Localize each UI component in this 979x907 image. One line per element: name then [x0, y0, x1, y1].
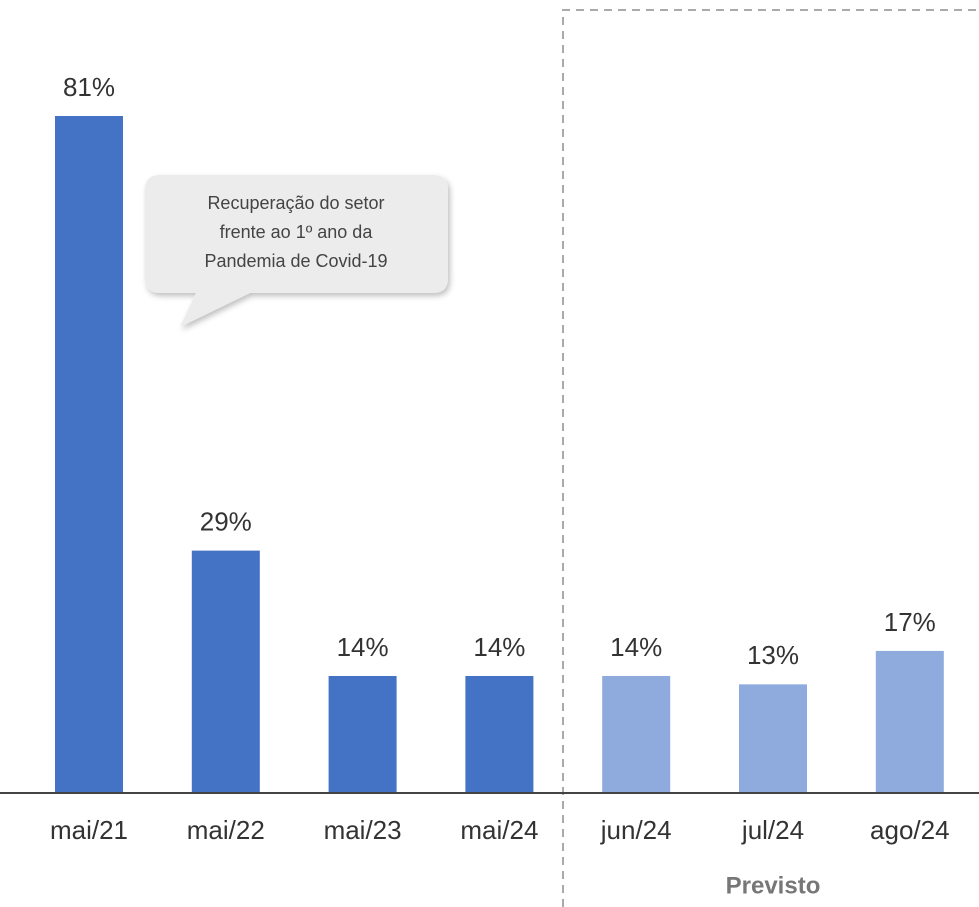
value-label: 14%	[610, 632, 662, 662]
bar	[191, 550, 260, 793]
value-label: 17%	[884, 607, 936, 637]
bar	[602, 675, 671, 793]
annotation: frente ao 1º ano da	[220, 222, 374, 242]
value-label: 14%	[473, 632, 525, 662]
x-tick-label: ago/24	[870, 815, 950, 845]
x-tick-label: jul/24	[741, 815, 804, 845]
x-tick-label: mai/22	[187, 815, 265, 845]
x-tick-label: mai/24	[460, 815, 538, 845]
x-tick-label: mai/21	[50, 815, 128, 845]
section-label: Previsto	[726, 872, 821, 899]
bar	[55, 116, 123, 793]
x-tick-label: mai/23	[324, 815, 402, 845]
value-label: 14%	[337, 632, 389, 662]
value-label: 29%	[200, 506, 252, 536]
bar	[328, 675, 397, 793]
bar	[875, 650, 944, 793]
forecast-region	[562, 9, 979, 907]
annotation: Recuperação do setor	[207, 193, 384, 213]
callout	[145, 175, 448, 327]
annotation: Pandemia de Covid-19	[204, 251, 387, 271]
x-tick-label: jun/24	[600, 815, 672, 845]
bar	[739, 684, 807, 793]
value-label: 13%	[747, 640, 799, 670]
value-label: 81%	[63, 72, 115, 102]
bar	[465, 675, 534, 793]
